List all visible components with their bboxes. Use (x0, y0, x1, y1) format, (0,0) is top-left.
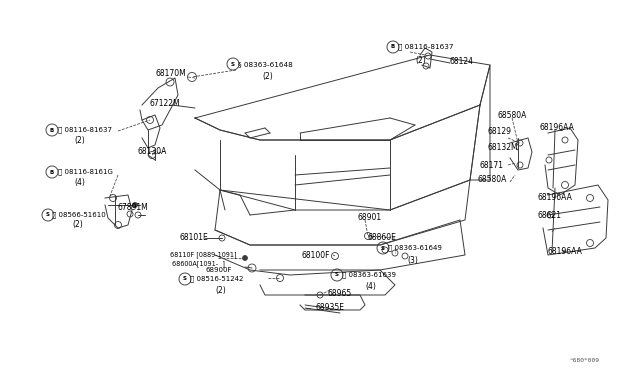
Text: 68132M: 68132M (488, 144, 518, 153)
Text: Ⓢ 08516-51242: Ⓢ 08516-51242 (190, 276, 243, 282)
Text: (2): (2) (215, 285, 226, 295)
Text: 68170M: 68170M (155, 68, 186, 77)
Text: 68580A: 68580A (498, 110, 527, 119)
Text: 68171: 68171 (480, 160, 504, 170)
Text: (2): (2) (72, 221, 83, 230)
Text: B: B (50, 128, 54, 132)
Text: Ⓢ 08363-61639: Ⓢ 08363-61639 (342, 272, 396, 278)
Text: § 08363-61648: § 08363-61648 (238, 61, 292, 67)
Text: 68860E: 68860E (368, 232, 397, 241)
Text: 68196AA: 68196AA (548, 247, 583, 257)
Text: S: S (381, 246, 385, 250)
Text: ^680*009: ^680*009 (570, 357, 600, 362)
Text: Ⓑ 08116-8161G: Ⓑ 08116-8161G (58, 169, 113, 175)
Text: Ⓢ 08363-61649: Ⓢ 08363-61649 (388, 245, 442, 251)
Text: 67891M: 67891M (118, 202, 148, 212)
Text: 68101E: 68101E (180, 234, 209, 243)
Text: 68196AA: 68196AA (538, 193, 573, 202)
Text: 68621: 68621 (538, 211, 562, 219)
Text: (4): (4) (365, 282, 376, 292)
Text: S: S (46, 212, 50, 218)
Text: (2): (2) (415, 55, 426, 64)
Text: (2): (2) (262, 71, 273, 80)
Text: S: S (231, 61, 235, 67)
Text: 68124: 68124 (450, 58, 474, 67)
Circle shape (243, 256, 248, 260)
Text: B: B (391, 45, 395, 49)
Text: 67122M: 67122M (150, 99, 180, 108)
Text: 68100F: 68100F (302, 250, 330, 260)
Text: (4): (4) (74, 179, 85, 187)
Text: 68196AA: 68196AA (540, 122, 575, 131)
Text: 68600A[1091-  ]: 68600A[1091- ] (172, 261, 225, 267)
Text: 68935E: 68935E (315, 302, 344, 311)
Text: 68130A: 68130A (138, 148, 168, 157)
Text: 68129: 68129 (488, 128, 512, 137)
Text: 68580A: 68580A (478, 176, 508, 185)
Text: Ⓑ 08116-81637: Ⓑ 08116-81637 (398, 44, 454, 50)
Text: Ⓑ 08116-81637: Ⓑ 08116-81637 (58, 127, 112, 133)
Text: 68110F [0889-1091]: 68110F [0889-1091] (170, 251, 237, 259)
Text: (3): (3) (407, 256, 418, 264)
Text: S: S (335, 273, 339, 278)
Circle shape (132, 202, 138, 208)
Text: 68901: 68901 (358, 214, 382, 222)
Text: Ⓢ 08566-51610: Ⓢ 08566-51610 (52, 212, 106, 218)
Text: S: S (183, 276, 187, 282)
Text: 68965: 68965 (328, 289, 352, 298)
Text: 68900F: 68900F (205, 267, 232, 273)
Text: (2): (2) (74, 135, 84, 144)
Text: B: B (50, 170, 54, 174)
